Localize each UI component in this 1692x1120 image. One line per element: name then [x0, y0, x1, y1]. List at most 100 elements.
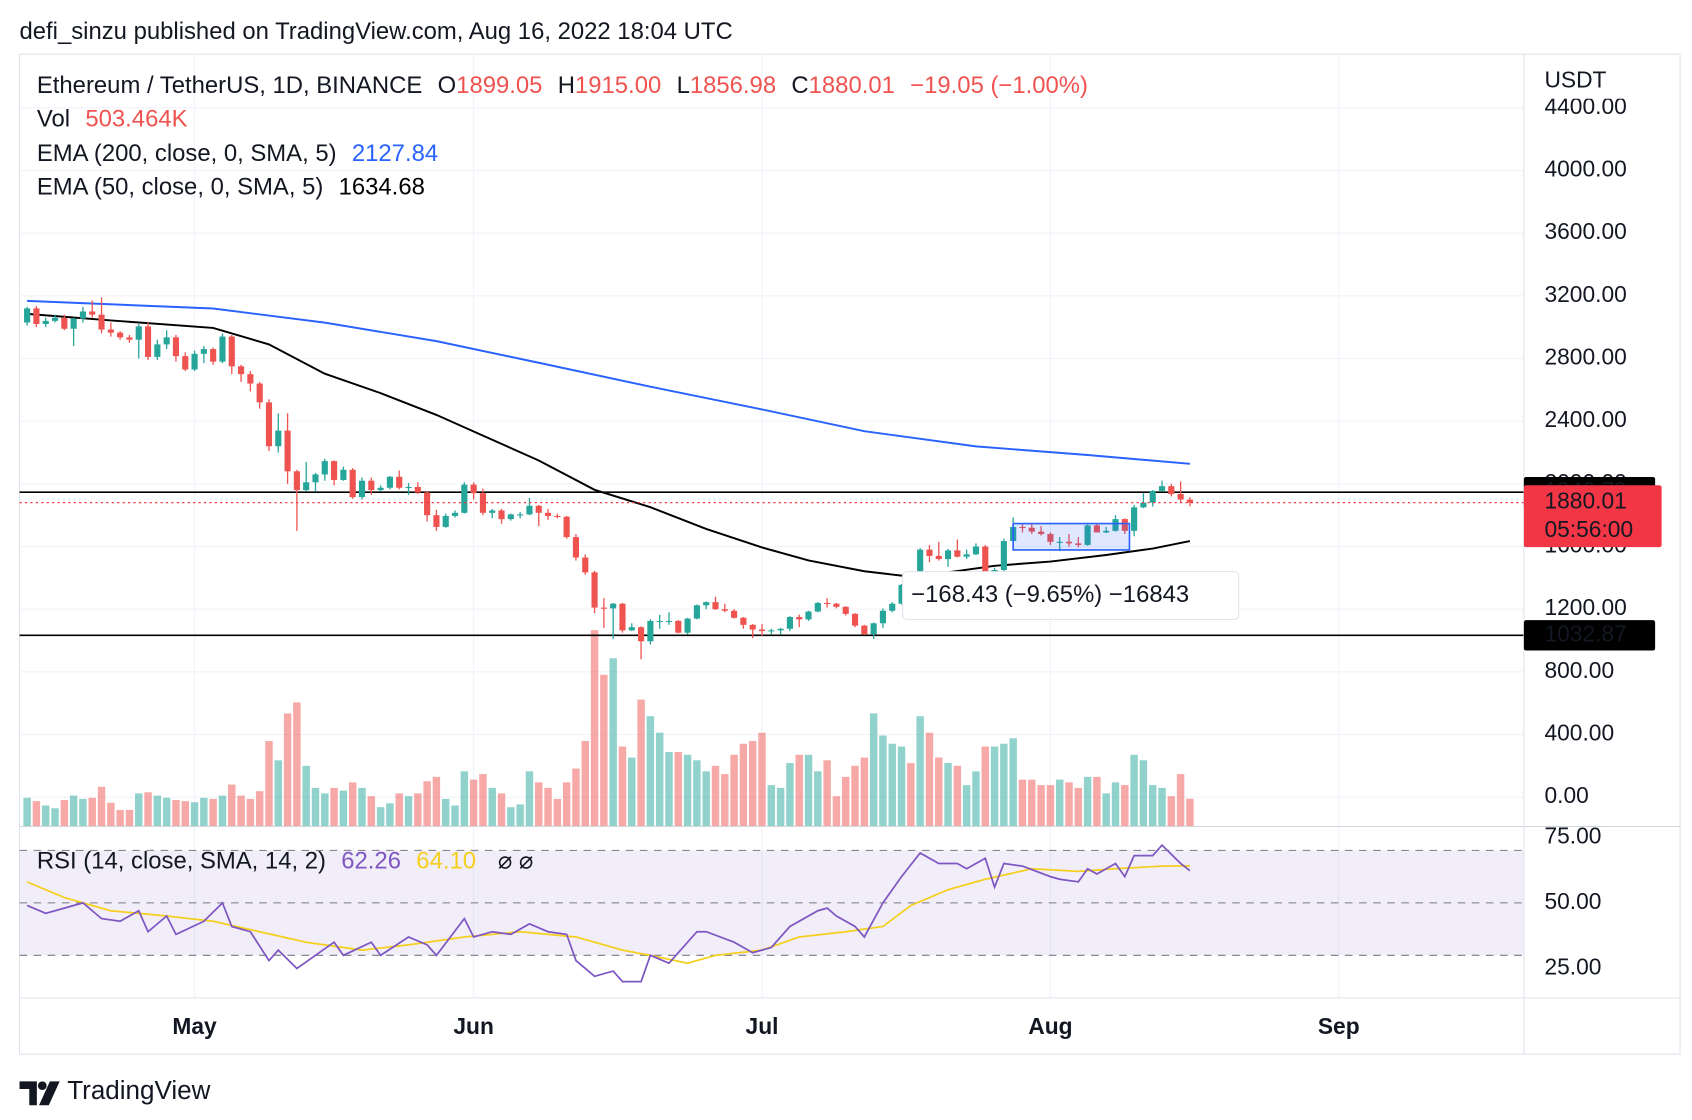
candle-body	[935, 555, 942, 560]
volume-bar	[153, 795, 162, 827]
candle-body	[89, 311, 96, 315]
candle-body	[79, 311, 86, 319]
candle-body	[805, 611, 812, 620]
volume-bar	[507, 807, 515, 827]
volume-bar	[423, 781, 431, 827]
ema-value: 2127.84	[352, 140, 438, 167]
price-pane	[19, 297, 1524, 827]
volume-bar	[135, 793, 143, 827]
candle-body	[1158, 486, 1166, 491]
currency-mask	[1524, 55, 1679, 99]
brand-logo	[19, 1081, 60, 1106]
candle-body	[600, 607, 607, 609]
candle-body	[889, 603, 896, 611]
candle-body	[619, 603, 626, 631]
volume-bar	[1000, 743, 1008, 827]
y-tick-label: 2400.00	[1544, 406, 1626, 432]
volume-bar	[321, 793, 329, 827]
candle-body	[219, 336, 226, 362]
candle-body	[284, 430, 291, 472]
volume-bar	[386, 803, 394, 827]
logo-mark	[19, 1081, 37, 1106]
y-tick-label: 400.00	[1544, 720, 1614, 746]
volume-bar	[1139, 760, 1148, 827]
candle-body	[563, 516, 570, 538]
volume-bar	[786, 763, 794, 827]
volume-bar	[460, 771, 469, 827]
candle-body	[1131, 507, 1138, 531]
candle-body	[982, 546, 989, 572]
candle-body	[368, 480, 375, 491]
y-tick-label: 1200.00	[1544, 594, 1626, 620]
candle-body	[1093, 525, 1100, 533]
candle-body	[331, 461, 338, 480]
ema-line	[27, 312, 1191, 577]
volume-bar	[255, 791, 264, 827]
volume-bar	[1018, 779, 1027, 827]
candle-body	[582, 557, 589, 573]
x-tick-label: Jun	[453, 1013, 493, 1039]
brand: TradingView	[67, 1075, 210, 1105]
ema-line	[27, 299, 1191, 465]
candle-body	[610, 603, 617, 609]
volume-bar	[962, 785, 971, 827]
volume-bar	[32, 801, 41, 827]
volume-bar	[516, 804, 524, 827]
y-tick-label: 2800.00	[1544, 344, 1626, 370]
volume-bar	[1074, 787, 1083, 827]
volume-bar	[348, 782, 357, 827]
volume-bar	[879, 735, 887, 827]
volume-bar	[730, 754, 738, 827]
candle-body	[591, 572, 598, 608]
candle-body	[70, 318, 77, 329]
volume-bar	[209, 798, 217, 827]
candle-body	[303, 482, 310, 491]
candle-body	[898, 584, 905, 604]
candle-body	[786, 617, 793, 629]
candle-body	[312, 474, 319, 483]
candle-body	[1000, 541, 1007, 571]
volume-bar	[655, 732, 664, 827]
x-tick-label: Jul	[746, 1013, 779, 1039]
candle-body	[340, 469, 347, 480]
volume-bar	[544, 787, 552, 827]
candle-body	[191, 353, 198, 370]
candle-body	[61, 317, 68, 329]
candle-body	[814, 602, 821, 612]
candle-body	[107, 329, 114, 333]
volume-bar	[637, 699, 645, 827]
candle-body	[349, 469, 356, 498]
volume-bar	[814, 771, 822, 827]
volume-bar	[935, 757, 943, 827]
volume-bar	[274, 760, 283, 827]
candle-body	[42, 320, 49, 325]
candle-body	[526, 505, 533, 515]
volume-bar	[1093, 776, 1101, 827]
volume-bar	[1111, 782, 1120, 827]
volume-bar	[590, 630, 599, 827]
volume-bar	[944, 763, 952, 827]
candle-body	[1028, 527, 1035, 532]
candle-body	[507, 514, 514, 520]
candle-body	[861, 625, 868, 635]
volume-bar	[721, 774, 729, 827]
candle-body	[991, 570, 998, 572]
candle-body	[358, 480, 366, 498]
candle-body	[228, 336, 235, 367]
candle-body	[879, 610, 887, 624]
candle-body	[135, 326, 142, 340]
candle-body	[833, 603, 840, 607]
volume-bar	[376, 807, 385, 827]
rsi-tick-label: 50.00	[1544, 888, 1601, 914]
ohlc-value: 1880.01	[809, 72, 895, 99]
candle-body	[712, 602, 719, 610]
measure-box	[1012, 522, 1131, 551]
volume-bar	[1158, 787, 1166, 827]
candle-body	[851, 613, 859, 626]
candle-body	[33, 308, 40, 325]
candle-body	[1047, 533, 1054, 542]
volume-bar	[1130, 754, 1138, 827]
candle-body	[693, 605, 700, 619]
volume-name: Vol	[37, 106, 70, 133]
